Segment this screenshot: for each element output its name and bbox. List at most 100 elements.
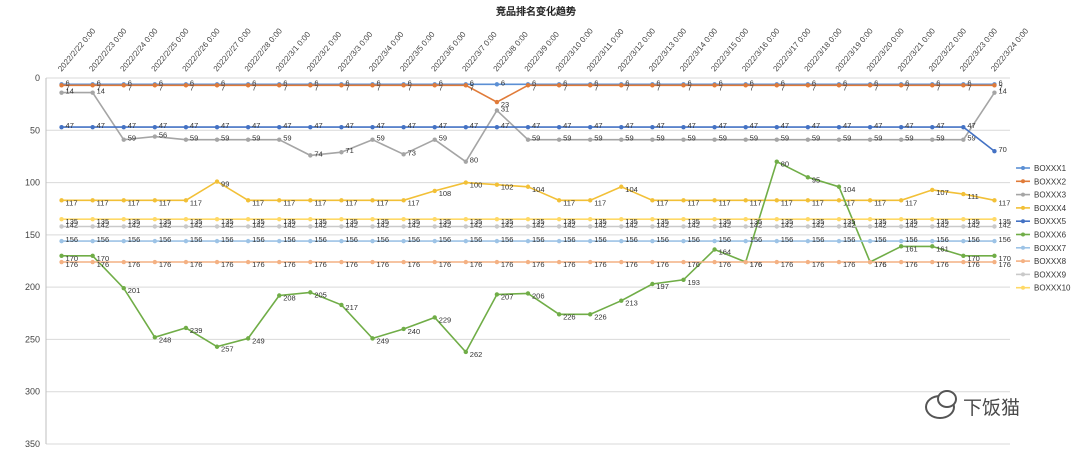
data-point	[152, 134, 158, 139]
data-point	[152, 238, 158, 244]
data-point	[214, 179, 220, 184]
data-point	[992, 238, 997, 244]
data-point	[494, 108, 500, 113]
data-label: 7	[843, 83, 847, 92]
data-point	[619, 259, 624, 265]
data-label: 249	[252, 336, 265, 345]
data-point	[681, 83, 686, 88]
data-label: 47	[594, 121, 602, 130]
data-point	[277, 198, 282, 203]
data-point	[59, 90, 64, 95]
data-label: 176	[252, 260, 265, 269]
data-point	[587, 137, 593, 142]
data-point	[805, 198, 811, 203]
data-point	[370, 124, 375, 130]
data-point	[214, 137, 220, 142]
data-point	[339, 150, 344, 155]
data-point	[898, 124, 904, 130]
data-point	[961, 238, 966, 244]
data-point	[681, 137, 686, 142]
data-label: 117	[719, 198, 731, 207]
data-label: 47	[936, 121, 944, 130]
data-point	[712, 216, 717, 222]
data-label: 142	[66, 220, 79, 229]
data-label: 156	[532, 235, 545, 244]
data-label: 176	[128, 260, 141, 269]
data-point	[308, 216, 313, 222]
legend-marker	[1021, 285, 1025, 290]
data-point	[587, 224, 593, 229]
data-label: 142	[97, 220, 110, 229]
data-point	[494, 238, 500, 244]
data-label: 135	[97, 217, 110, 226]
data-label: 59	[750, 134, 758, 143]
data-point	[805, 259, 811, 265]
data-label: 6	[377, 78, 381, 87]
data-point	[525, 83, 531, 88]
data-label: 207	[501, 292, 514, 301]
data-label: 47	[563, 121, 571, 130]
data-point	[401, 326, 406, 332]
data-label: 59	[563, 134, 571, 143]
data-label: 117	[998, 198, 1010, 207]
data-label: 135	[625, 217, 638, 226]
data-point	[898, 224, 904, 229]
data-label: 135	[470, 217, 483, 226]
data-label: 135	[781, 217, 794, 226]
data-label: 176	[874, 260, 887, 269]
data-point	[90, 83, 95, 88]
data-label: 6	[97, 78, 101, 87]
data-point	[463, 159, 469, 164]
data-label: 156	[252, 235, 265, 244]
data-label: 142	[594, 220, 607, 229]
data-point	[898, 259, 904, 265]
data-label: 156	[563, 235, 576, 244]
data-label: 47	[408, 121, 416, 130]
data-label: 240	[408, 327, 421, 336]
data-label: 176	[283, 260, 296, 269]
data-point	[650, 83, 655, 88]
data-point	[587, 124, 593, 130]
data-label: 156	[439, 235, 452, 244]
data-point	[463, 83, 469, 88]
data-label: 117	[563, 198, 575, 207]
data-point	[898, 244, 904, 249]
data-point	[961, 124, 966, 130]
data-point	[805, 224, 811, 229]
data-point	[712, 83, 717, 88]
data-label: 156	[719, 235, 732, 244]
data-point	[992, 198, 997, 203]
data-point	[650, 224, 655, 229]
data-label: 6	[563, 78, 567, 87]
data-point	[681, 238, 686, 244]
data-label: 170	[998, 254, 1011, 263]
data-label: 7	[594, 83, 598, 92]
data-point	[743, 137, 748, 142]
data-label: 176	[190, 260, 203, 269]
data-label: 7	[719, 83, 723, 92]
data-label: 7	[283, 83, 287, 92]
data-point	[525, 124, 531, 130]
data-label: 142	[221, 220, 234, 229]
data-point	[90, 224, 95, 229]
data-point	[370, 216, 375, 222]
data-label: 117	[283, 198, 295, 207]
data-point	[121, 216, 126, 222]
data-label: 104	[625, 185, 638, 194]
data-point	[867, 224, 873, 229]
legend-marker	[1021, 219, 1025, 224]
data-point	[836, 238, 842, 244]
data-point	[619, 137, 624, 142]
data-point	[308, 224, 313, 229]
data-label: 170	[66, 254, 79, 263]
data-label: 14	[97, 87, 105, 96]
data-label: 257	[221, 345, 234, 354]
series-line	[61, 84, 995, 104]
data-point	[214, 224, 220, 229]
data-label: 156	[750, 235, 763, 244]
data-point	[59, 216, 64, 222]
data-point	[556, 83, 562, 88]
data-label: 206	[532, 291, 545, 300]
data-label: 117	[314, 198, 326, 207]
data-point	[214, 124, 220, 130]
